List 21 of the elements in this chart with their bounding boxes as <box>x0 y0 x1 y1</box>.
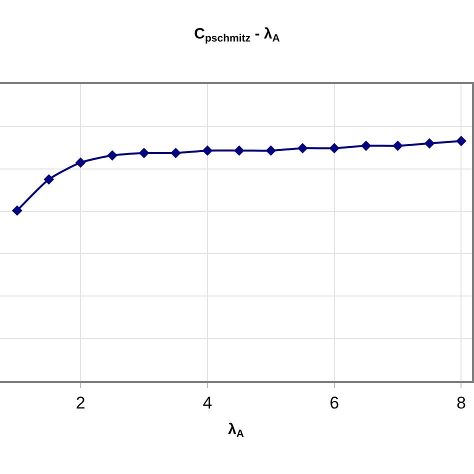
x-tick-label: 6 <box>330 393 340 412</box>
chart-title: C$_{pschmitz}$ - λ$_{A}$ <box>194 25 280 45</box>
x-tick-label: 8 <box>456 393 466 412</box>
point <box>75 157 86 168</box>
point <box>297 143 308 154</box>
point <box>202 145 213 156</box>
point <box>266 145 276 156</box>
point <box>138 148 150 158</box>
x-axis-title: λ$_{A}$ <box>228 420 244 440</box>
point <box>456 136 466 146</box>
point <box>12 205 22 216</box>
point <box>424 138 435 149</box>
point <box>360 140 372 151</box>
point <box>107 150 118 161</box>
point <box>329 143 340 154</box>
x-tick-label: 4 <box>202 393 212 412</box>
point <box>392 140 403 151</box>
x-tick-label: 2 <box>76 393 86 412</box>
point <box>170 148 181 158</box>
point <box>234 145 244 156</box>
point <box>44 174 54 185</box>
